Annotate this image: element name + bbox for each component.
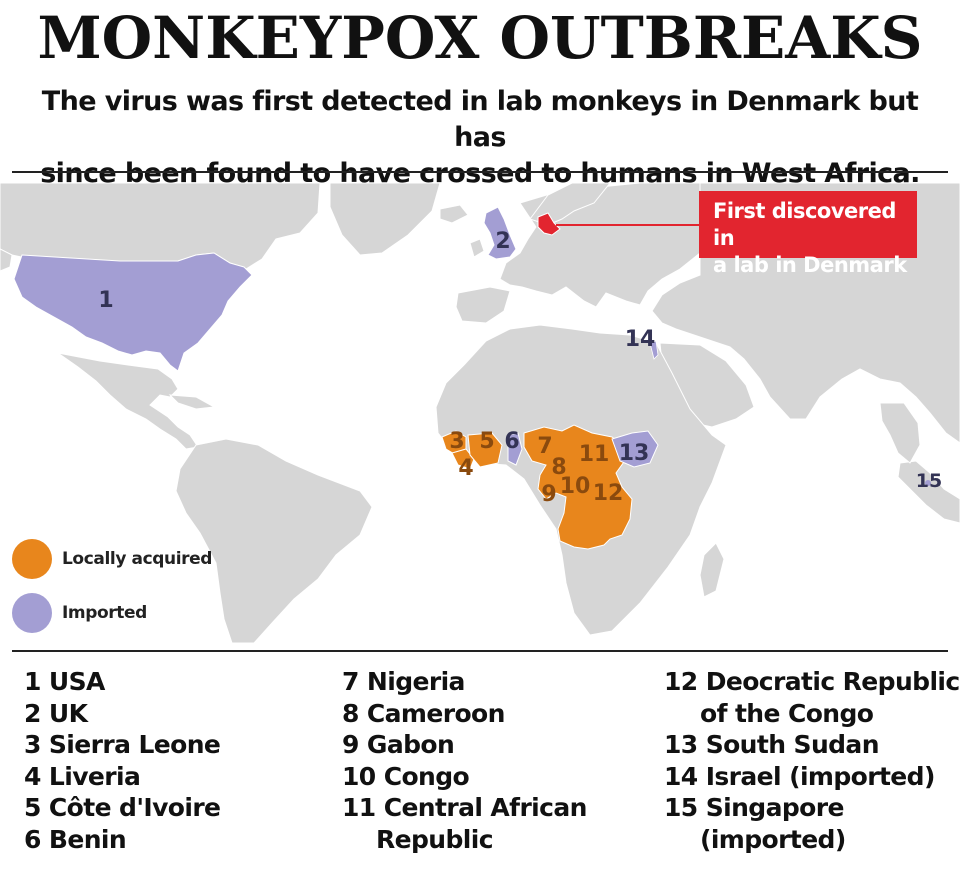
top-divider [12,171,948,173]
callout-line-2: a lab in Denmark [713,253,907,277]
legend-imported-swatch [12,593,52,633]
list-item-continuation: (imported) [700,824,846,854]
map-labels: 1 2 3 4 5 6 7 8 9 10 11 12 13 14 15 [98,229,942,507]
map-label-15: 15 [916,470,942,492]
land-sea-islands [897,460,960,524]
map-label-5: 5 [479,429,494,454]
map-label-11: 11 [579,442,610,467]
callout-line-1: First discovered in [713,199,896,250]
list-item: 8 Cameroon [342,698,505,728]
map-label-4: 4 [458,456,473,481]
region-singapore [925,480,931,486]
map-label-8: 8 [551,455,566,480]
map-label-2: 2 [495,229,510,254]
list-item: 3 Sierra Leone [24,730,221,759]
list-item: 15 Singapore [664,793,844,822]
region-denmark [537,212,561,236]
map-label-12: 12 [593,481,624,506]
map-label-3: 3 [449,429,464,454]
subtitle-line-1: The virus was first detected in lab monk… [41,86,919,153]
map-label-13: 13 [619,441,650,466]
list-item: 14 Israel (imported) [664,761,935,791]
land-cuba [168,394,216,410]
page-title: MONKEYPOX OUTBREAKS [37,4,923,72]
list-item: 4 Liveria [24,761,141,791]
list-item-continuation: of the Congo [700,698,874,728]
legend-local-label: Locally acquired [62,549,213,569]
country-list-col-1: 1 USA 2 UK 3 Sierra Leone 4 Liveria 5 Cô… [24,666,221,855]
world-map: 1 2 3 4 5 6 7 8 9 10 11 12 13 14 15 [0,183,960,643]
land-iberia [455,286,511,324]
land-greenland [329,183,441,256]
land-madagascar [699,542,725,598]
legend-imported-label: Imported [62,603,147,623]
list-item: 9 Gabon [342,730,455,759]
map-label-9: 9 [541,482,556,507]
region-cote-divoire [467,432,503,468]
bottom-divider [12,650,948,652]
land-indochina [879,402,921,464]
land-iceland [439,204,469,224]
legend-local-swatch [12,539,52,579]
subtitle: The virus was first detected in lab monk… [20,84,940,192]
list-item-continuation: Republic [376,824,494,854]
country-list-col-3: 12 Deocratic Republic of the Congo 13 So… [664,666,960,855]
country-list-col-2: 7 Nigeria 8 Cameroon 9 Gabon 10 Congo 11… [342,666,587,855]
region-usa [13,252,253,372]
list-item: 7 Nigeria [342,667,465,696]
region-central-africa-local [523,424,633,550]
list-item: 11 Central African [342,793,587,822]
region-benin [507,432,523,466]
land-south-america [175,438,373,643]
land-ireland [469,238,485,258]
land-mexico [57,352,199,450]
region-israel [649,340,659,360]
map-label-1: 1 [98,288,113,313]
list-item: 10 Congo [342,761,470,791]
list-item: 5 Côte d'Ivoire [24,793,221,822]
map-label-7: 7 [537,434,552,459]
denmark-callout: First discovered in a lab in Denmark [699,191,917,277]
list-item: 13 South Sudan [664,730,880,759]
list-item: 1 USA [24,667,105,696]
map-label-14: 14 [625,327,656,352]
region-uk [483,206,517,260]
list-item: 2 UK [24,698,88,728]
list-item: 6 Benin [24,824,127,854]
map-label-10: 10 [560,474,591,499]
region-alaska [0,248,13,272]
region-liberia [451,448,475,470]
list-item: 12 Deocratic Republic [664,667,960,696]
region-south-sudan [611,430,659,468]
map-label-6: 6 [504,429,519,454]
land-europe [499,183,701,308]
